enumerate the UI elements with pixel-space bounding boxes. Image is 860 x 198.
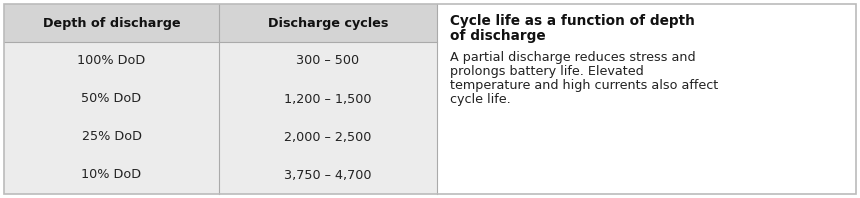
Bar xyxy=(4,42,437,80)
Text: temperature and high currents also affect: temperature and high currents also affec… xyxy=(450,80,718,92)
Bar xyxy=(4,4,437,42)
Text: of discharge: of discharge xyxy=(450,29,545,43)
Text: prolongs battery life. Elevated: prolongs battery life. Elevated xyxy=(450,66,644,78)
Text: Discharge cycles: Discharge cycles xyxy=(267,16,388,30)
Bar xyxy=(437,4,856,194)
Text: 100% DoD: 100% DoD xyxy=(77,54,145,68)
Text: 300 – 500: 300 – 500 xyxy=(297,54,359,68)
Text: 50% DoD: 50% DoD xyxy=(82,92,142,106)
Text: cycle life.: cycle life. xyxy=(450,93,511,107)
Text: A partial discharge reduces stress and: A partial discharge reduces stress and xyxy=(450,51,696,65)
Bar xyxy=(4,156,437,194)
Text: 10% DoD: 10% DoD xyxy=(82,168,142,182)
Text: Depth of discharge: Depth of discharge xyxy=(43,16,181,30)
Text: 1,200 – 1,500: 1,200 – 1,500 xyxy=(285,92,372,106)
Text: Cycle life as a function of depth: Cycle life as a function of depth xyxy=(450,14,695,28)
Bar xyxy=(4,80,437,118)
Text: 25% DoD: 25% DoD xyxy=(82,130,142,144)
Bar xyxy=(4,118,437,156)
Text: 2,000 – 2,500: 2,000 – 2,500 xyxy=(285,130,372,144)
Text: 3,750 – 4,700: 3,750 – 4,700 xyxy=(285,168,372,182)
